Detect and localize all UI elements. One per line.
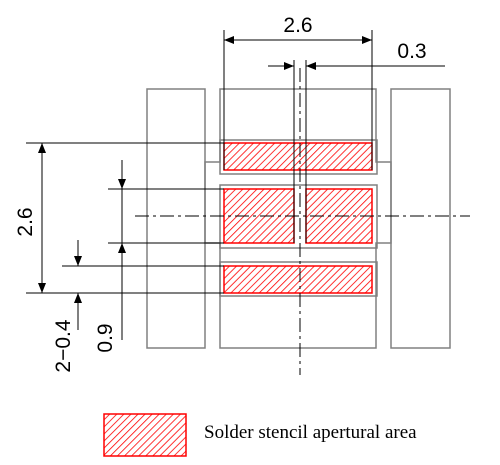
right-body-outline <box>391 89 450 348</box>
stencil-apertures <box>224 143 372 293</box>
legend-swatch <box>104 414 186 456</box>
center-lines <box>135 68 470 375</box>
package-outline <box>147 89 450 348</box>
legend-label: Solder stencil apertural area <box>204 422 417 444</box>
aperture-bottom <box>224 266 372 293</box>
aperture-middle-left <box>224 189 294 243</box>
dim-left-height-label: 2.6 <box>14 207 37 236</box>
dim-gap-label: 0.3 <box>397 40 426 63</box>
dim-top-width-label: 2.6 <box>283 14 312 37</box>
dim-pad-height-label: 2−0.4 <box>52 319 75 372</box>
left-body-outline <box>147 89 205 348</box>
dim-middle-height-label: 0.9 <box>94 323 117 352</box>
aperture-top <box>224 143 372 170</box>
